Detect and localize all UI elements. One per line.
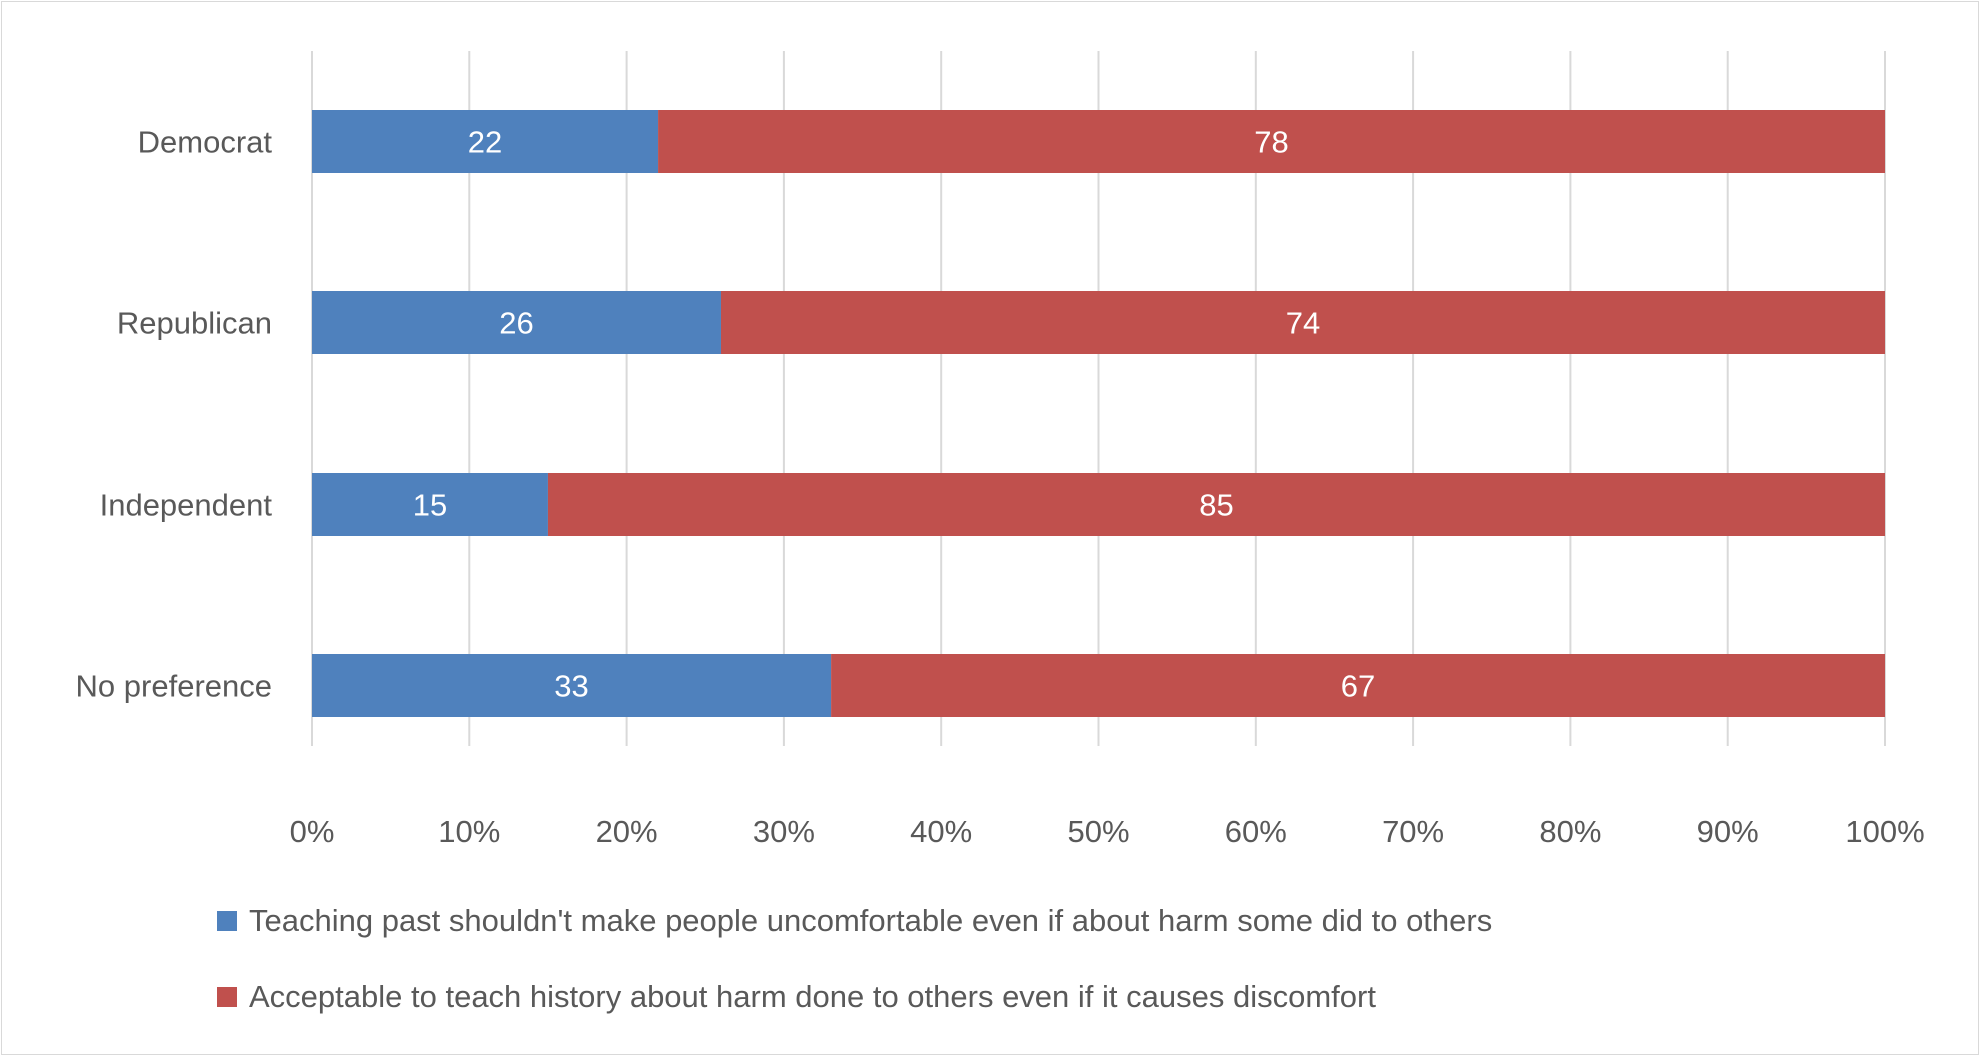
legend-label-0: Teaching past shouldn't make people unco… bbox=[249, 903, 1493, 938]
x-tick-label: 40% bbox=[910, 814, 972, 849]
data-label: 22 bbox=[468, 125, 502, 160]
category-label: Independent bbox=[100, 488, 273, 523]
x-tick-label: 80% bbox=[1539, 814, 1601, 849]
data-label: 26 bbox=[499, 306, 533, 341]
x-tick-label: 100% bbox=[1845, 814, 1924, 849]
bar-segment bbox=[312, 291, 721, 354]
x-tick-label: 30% bbox=[753, 814, 815, 849]
category-label: Democrat bbox=[138, 125, 273, 160]
data-label: 33 bbox=[554, 669, 588, 704]
legend-swatch-1 bbox=[217, 987, 237, 1007]
legend-label-1: Acceptable to teach history about harm d… bbox=[249, 979, 1376, 1014]
bar-segment bbox=[720, 291, 1885, 354]
data-label: 85 bbox=[1199, 488, 1233, 523]
data-label: 78 bbox=[1254, 125, 1288, 160]
data-label: 67 bbox=[1341, 669, 1375, 704]
x-tick-label: 60% bbox=[1225, 814, 1287, 849]
legend-item-1: Acceptable to teach history about harm d… bbox=[217, 979, 1376, 1015]
x-tick-label: 70% bbox=[1382, 814, 1444, 849]
data-label: 15 bbox=[413, 488, 447, 523]
x-tick-label: 90% bbox=[1697, 814, 1759, 849]
bar-segment bbox=[312, 654, 832, 717]
category-label: No preference bbox=[76, 669, 272, 704]
data-label: 74 bbox=[1286, 306, 1320, 341]
x-tick-label: 10% bbox=[438, 814, 500, 849]
category-label: Republican bbox=[117, 306, 272, 341]
bar-segment bbox=[312, 110, 659, 173]
legend-swatch-0 bbox=[217, 911, 237, 931]
bar-segment bbox=[831, 654, 1885, 717]
bar-segment bbox=[658, 110, 1885, 173]
x-tick-label: 50% bbox=[1067, 814, 1129, 849]
x-tick-label: 0% bbox=[290, 814, 335, 849]
bar-segment bbox=[547, 473, 1886, 536]
bar-segment bbox=[312, 473, 548, 536]
x-tick-label: 20% bbox=[596, 814, 658, 849]
legend-item-0: Teaching past shouldn't make people unco… bbox=[217, 903, 1492, 939]
